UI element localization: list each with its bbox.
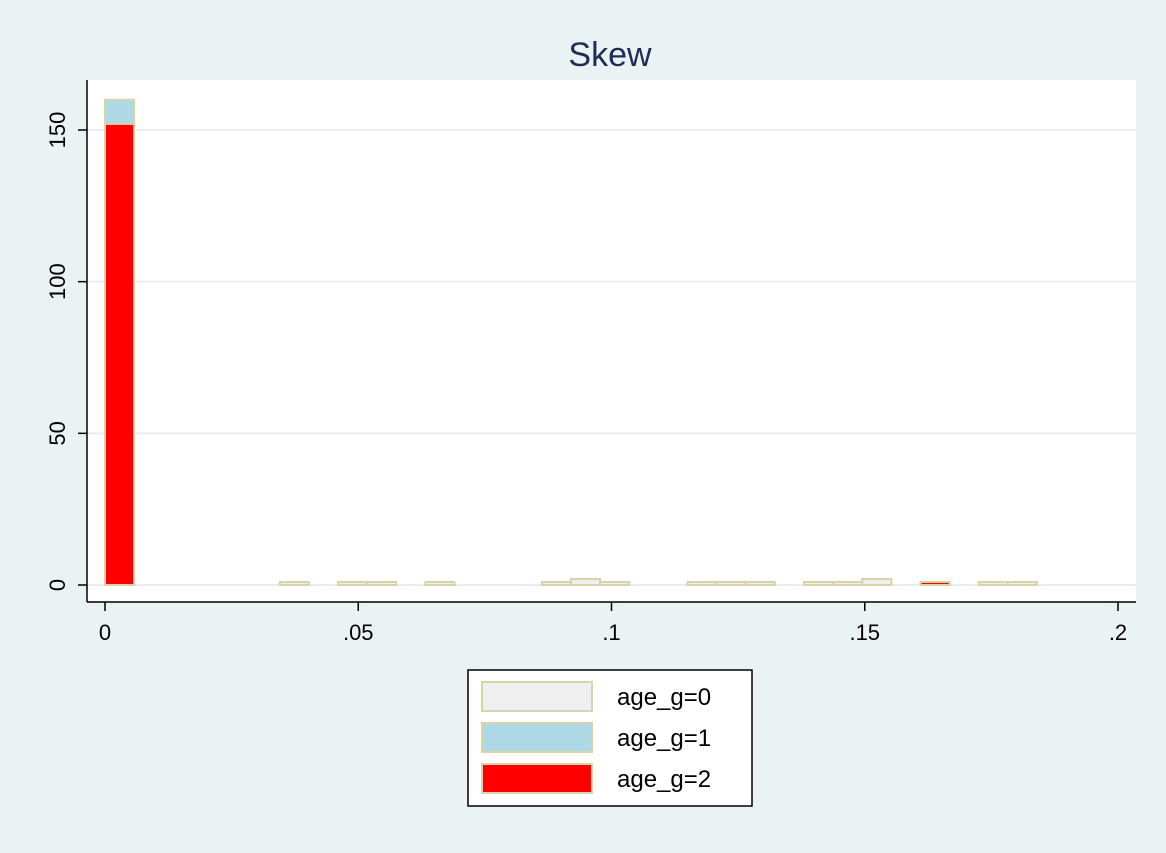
legend-swatch xyxy=(481,722,593,753)
bar-age-g-2 xyxy=(919,580,951,587)
x-tick-label: .05 xyxy=(343,620,374,645)
x-tick-label: .1 xyxy=(602,620,620,645)
bar-age-g-0 xyxy=(744,580,776,587)
legend-label: age_g=2 xyxy=(617,766,711,793)
bars xyxy=(104,98,1038,587)
x-tick-label: .2 xyxy=(1109,620,1127,645)
bar-age-g-0 xyxy=(424,580,456,587)
plot-area xyxy=(87,80,1136,602)
y-tick-label: 50 xyxy=(45,421,70,445)
bar-age-g-0 xyxy=(977,580,1009,587)
bar-age-g-0 xyxy=(540,580,572,587)
bar-age-g-0 xyxy=(1006,580,1038,587)
y-tick-label: 150 xyxy=(45,112,70,149)
y-tick-label: 100 xyxy=(45,263,70,300)
bar-age-g-0 xyxy=(686,580,718,587)
bar-age-g-0 xyxy=(832,580,864,587)
bar-age-g-0 xyxy=(861,577,893,587)
legend: age_g=0 age_g=1 age_g=2 xyxy=(467,669,753,807)
y-tick-label: 0 xyxy=(45,579,70,591)
legend-label: age_g=0 xyxy=(617,684,711,711)
bar-age-g-0 xyxy=(599,580,631,587)
legend-label: age_g=1 xyxy=(617,725,711,752)
bar-age-g-0 xyxy=(366,580,398,587)
bar-age-g-0 xyxy=(336,580,369,587)
bar-age-g-0 xyxy=(802,580,835,587)
legend-swatch xyxy=(481,681,593,712)
x-tick-label: 0 xyxy=(99,620,111,645)
legend-swatch xyxy=(481,763,593,794)
bar-age-g-0 xyxy=(715,580,747,587)
chart-title: Skew xyxy=(568,36,652,74)
x-tick-label: .15 xyxy=(849,620,880,645)
axes: 0 50 100 150 0 .05 .1 .15 .2 xyxy=(45,80,1136,645)
bar-age-g-2 xyxy=(104,122,136,587)
bar-age-g-0 xyxy=(569,577,602,587)
bar-age-g-0 xyxy=(278,580,310,587)
